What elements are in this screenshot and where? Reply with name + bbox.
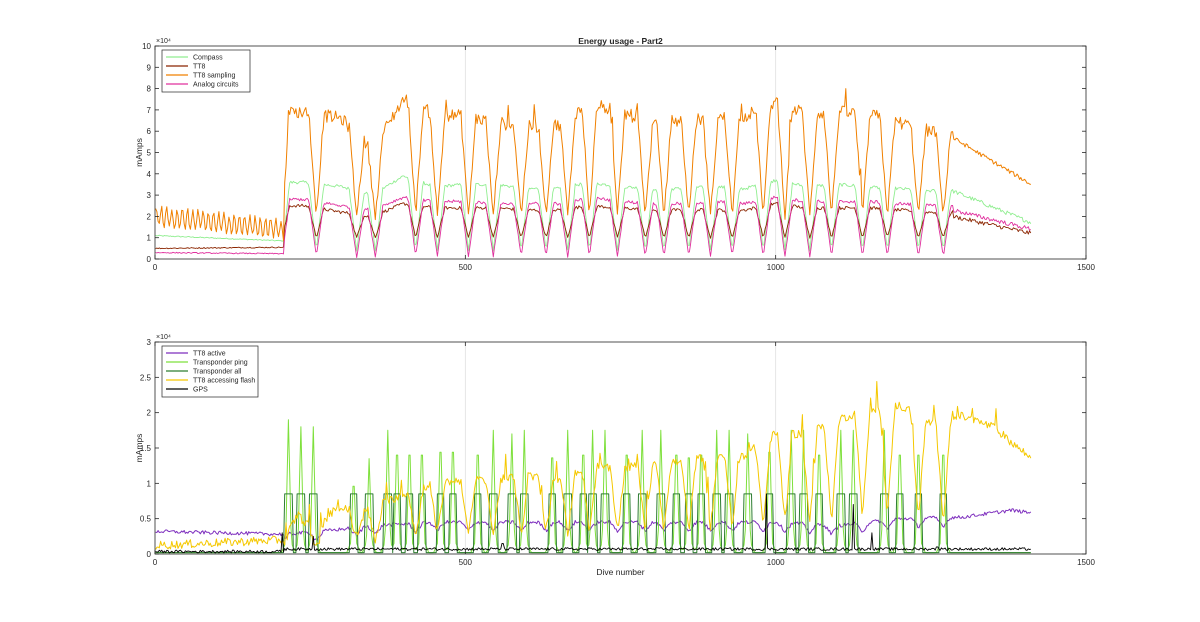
legend-entry: TT8 active (193, 351, 226, 358)
series-line-gps (155, 493, 1031, 554)
y-tick-label: 1 (147, 479, 152, 488)
series-line-tt8-sampling (155, 88, 1031, 241)
x-axis-label: Dive number (596, 567, 644, 577)
y-tick-label: 5 (147, 149, 152, 158)
y-tick-label: 0 (147, 550, 152, 559)
series-line-tt8-active (155, 508, 1032, 541)
y-tick-label: 2 (147, 409, 152, 418)
y-tick-label: 9 (147, 63, 152, 72)
y-tick-label: 0.5 (140, 515, 152, 524)
y-tick-label: 3 (147, 191, 152, 200)
x-tick-label: 1000 (767, 263, 785, 272)
x-tick-label: 500 (459, 263, 473, 272)
upper-chart-panel: 0 500 1000 1500 0 1 2 3 4 5 6 7 8 9 10 ×10⁴ mAmps Energy … (134, 36, 1095, 272)
legend-entry: Compass (193, 55, 223, 62)
series-line-transponder-ping (155, 419, 1031, 554)
legend-entry: TT8 sampling (193, 73, 236, 80)
y-tick-label: 6 (147, 127, 152, 136)
y-tick-label: 1.5 (140, 444, 152, 453)
legend-entry: TT8 accessing flash (193, 378, 255, 385)
series-line-tt8-accessing-flash (155, 381, 1032, 550)
legend-entry: Transponder ping (193, 360, 248, 367)
y-axis-label: mAmps (134, 138, 144, 167)
x-tick-label: 1500 (1077, 558, 1095, 567)
y-exponent-label: ×10⁴ (156, 38, 171, 45)
lower-chart-panel: 0 500 1000 1500 0 0.5 1 1.5 2 2.5 3 ×10⁴ mAmps Dive n… (134, 334, 1095, 577)
series-line-tt8 (155, 202, 1032, 250)
y-tick-label: 3 (147, 338, 152, 347)
y-tick-label: 7 (147, 106, 152, 115)
y-tick-label: 2 (147, 212, 152, 221)
chart-title: Energy usage - Part2 (578, 36, 663, 46)
x-tick-label: 0 (153, 558, 158, 567)
y-tick-label: 4 (147, 170, 152, 179)
series-line-analog-circuits (155, 195, 1032, 259)
legend-entry: Analog circuits (193, 82, 239, 89)
y-tick-label: 1 (147, 234, 152, 243)
x-tick-label: 1500 (1077, 263, 1095, 272)
y-tick-label: 0 (147, 255, 152, 264)
y-tick-label: 2.5 (140, 373, 152, 382)
legend-entry: TT8 (193, 64, 206, 71)
y-tick-label: 10 (142, 42, 151, 51)
x-tick-label: 1000 (767, 558, 785, 567)
y-tick-label: 8 (147, 85, 152, 94)
legend-entry: GPS (193, 387, 208, 394)
y-exponent-label: ×10⁴ (156, 334, 171, 341)
x-tick-label: 0 (153, 263, 158, 272)
legend-entry: Transponder all (193, 369, 242, 376)
y-axis-label: mAmps (134, 434, 144, 463)
x-tick-label: 500 (459, 558, 473, 567)
